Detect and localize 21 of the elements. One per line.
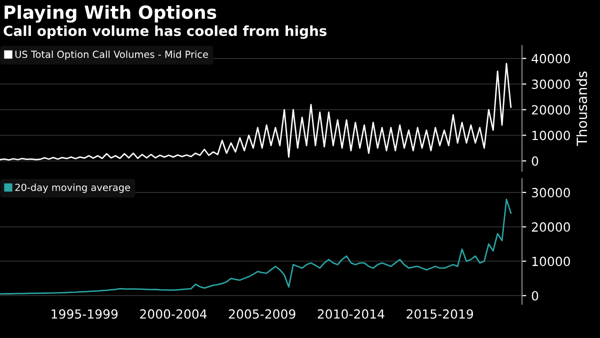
line-series	[0, 62, 512, 161]
y-tick-label: 40000	[532, 54, 570, 64]
line-series	[0, 198, 512, 295]
y-tick-label: 10000	[532, 256, 570, 266]
chart-title: Playing With Options	[4, 5, 216, 23]
y-tick-label: 30000	[532, 80, 570, 89]
y-tick-label: 0	[532, 291, 538, 301]
y-tick-label: 20000	[532, 222, 570, 232]
y-tick-label: 20000	[532, 105, 570, 115]
y-tick-label: 0	[532, 156, 538, 166]
x-tick-label: 2010-2014	[318, 309, 384, 319]
y-tick-label: 10000	[532, 130, 570, 140]
x-tick-label: 2015-2019	[406, 309, 473, 319]
legend-label: 20-day moving average	[15, 184, 130, 193]
x-tick-label: 1995-1999	[52, 309, 118, 319]
y-tick-label: 30000	[532, 188, 570, 198]
x-tick-label: 2000-2004	[140, 309, 207, 319]
y-axis-title: Thousands	[576, 71, 588, 146]
chart-subtitle: Call option volume has cooled from highs	[4, 25, 327, 39]
legend-label: US Total Option Call Volumes - Mid Price	[15, 50, 208, 60]
x-tick-label: 2005-2009	[228, 309, 296, 319]
